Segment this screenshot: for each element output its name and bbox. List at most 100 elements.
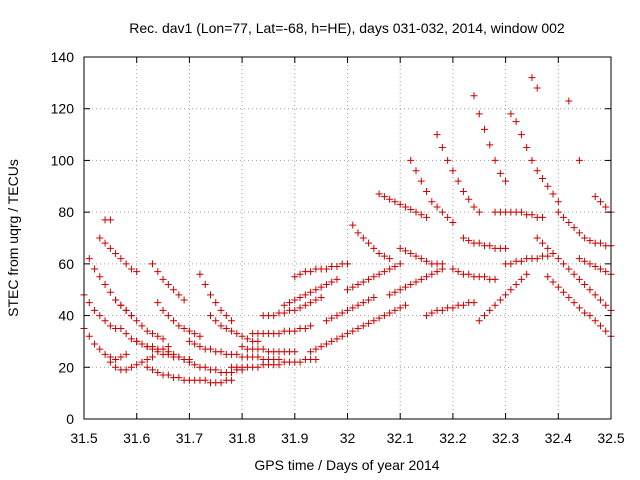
- x-tick-label: 32.5: [597, 430, 624, 446]
- data-point: [291, 348, 299, 356]
- data-point: [581, 257, 589, 265]
- data-point: [159, 335, 167, 343]
- data-point: [396, 260, 404, 268]
- data-point: [517, 131, 525, 139]
- data-point: [538, 175, 546, 183]
- data-point: [602, 301, 610, 309]
- data-point: [159, 306, 167, 314]
- data-point: [554, 283, 562, 291]
- data-point: [312, 296, 320, 304]
- x-tick-label: 32: [340, 430, 356, 446]
- y-tick-label: 140: [51, 49, 75, 65]
- data-point: [438, 208, 446, 216]
- data-point: [338, 332, 346, 340]
- data-point: [554, 198, 562, 206]
- data-point: [317, 293, 325, 301]
- data-point: [523, 270, 531, 278]
- data-point: [217, 348, 225, 356]
- data-point: [333, 262, 341, 270]
- data-point: [101, 239, 109, 247]
- x-tick-label: 31.9: [281, 430, 308, 446]
- data-point: [444, 156, 452, 164]
- data-point: [185, 327, 193, 335]
- data-point: [133, 361, 141, 369]
- data-point: [101, 317, 109, 325]
- data-point: [512, 281, 520, 289]
- data-point: [175, 291, 183, 299]
- data-point: [380, 193, 388, 201]
- data-point: [238, 332, 246, 340]
- x-tick-label: 31.8: [228, 430, 255, 446]
- data-point: [575, 229, 583, 237]
- data-point: [365, 319, 373, 327]
- data-point: [344, 286, 351, 294]
- data-point: [85, 299, 93, 307]
- data-point: [191, 340, 199, 348]
- data-point: [201, 363, 209, 371]
- data-point: [344, 306, 351, 314]
- y-tick-label: 40: [58, 308, 74, 324]
- data-point: [449, 304, 457, 312]
- data-point: [507, 286, 515, 294]
- data-point: [191, 361, 199, 369]
- data-point: [596, 198, 604, 206]
- data-point: [544, 182, 552, 190]
- data-point: [417, 275, 425, 283]
- data-point: [106, 288, 114, 296]
- data-point: [349, 221, 357, 229]
- data-point: [502, 244, 510, 252]
- data-point: [106, 322, 114, 330]
- data-point: [575, 156, 583, 164]
- data-point: [280, 309, 288, 317]
- data-point: [565, 293, 573, 301]
- data-point: [275, 361, 283, 369]
- data-point: [502, 291, 510, 299]
- data-point: [475, 317, 483, 325]
- data-point: [565, 97, 573, 105]
- data-point: [112, 363, 120, 371]
- x-tick-label: 32.4: [545, 430, 572, 446]
- data-point: [217, 306, 225, 314]
- x-tick-label: 31.7: [176, 430, 203, 446]
- data-point: [407, 206, 415, 214]
- data-point: [133, 317, 141, 325]
- data-point: [428, 198, 436, 206]
- data-point: [344, 260, 351, 268]
- data-point: [307, 288, 315, 296]
- data-point: [117, 325, 125, 332]
- data-point: [523, 144, 531, 151]
- data-point: [196, 343, 204, 351]
- data-point: [154, 348, 162, 356]
- data-point: [481, 312, 489, 320]
- data-point: [401, 203, 409, 211]
- data-point: [349, 327, 357, 335]
- data-point: [201, 376, 209, 384]
- data-point: [475, 208, 483, 216]
- data-point: [433, 268, 441, 276]
- data-point: [586, 286, 594, 294]
- data-point: [180, 296, 188, 304]
- data-point: [233, 330, 241, 338]
- data-point: [106, 358, 114, 366]
- data-point: [149, 353, 157, 361]
- data-point: [438, 306, 446, 314]
- data-point: [433, 203, 441, 211]
- data-point: [243, 335, 251, 343]
- data-point: [170, 317, 178, 325]
- data-point: [96, 312, 104, 320]
- data-point: [291, 273, 299, 281]
- data-point: [365, 275, 373, 283]
- data-point: [222, 325, 230, 332]
- data-point: [412, 278, 420, 286]
- data-point: [307, 322, 315, 330]
- data-point: [354, 229, 362, 237]
- data-point: [454, 268, 462, 276]
- data-point: [228, 317, 236, 325]
- data-point: [533, 167, 541, 175]
- data-point: [575, 304, 583, 312]
- data-point: [438, 260, 446, 268]
- data-point: [596, 296, 604, 304]
- data-point: [570, 270, 578, 278]
- data-point: [127, 363, 135, 371]
